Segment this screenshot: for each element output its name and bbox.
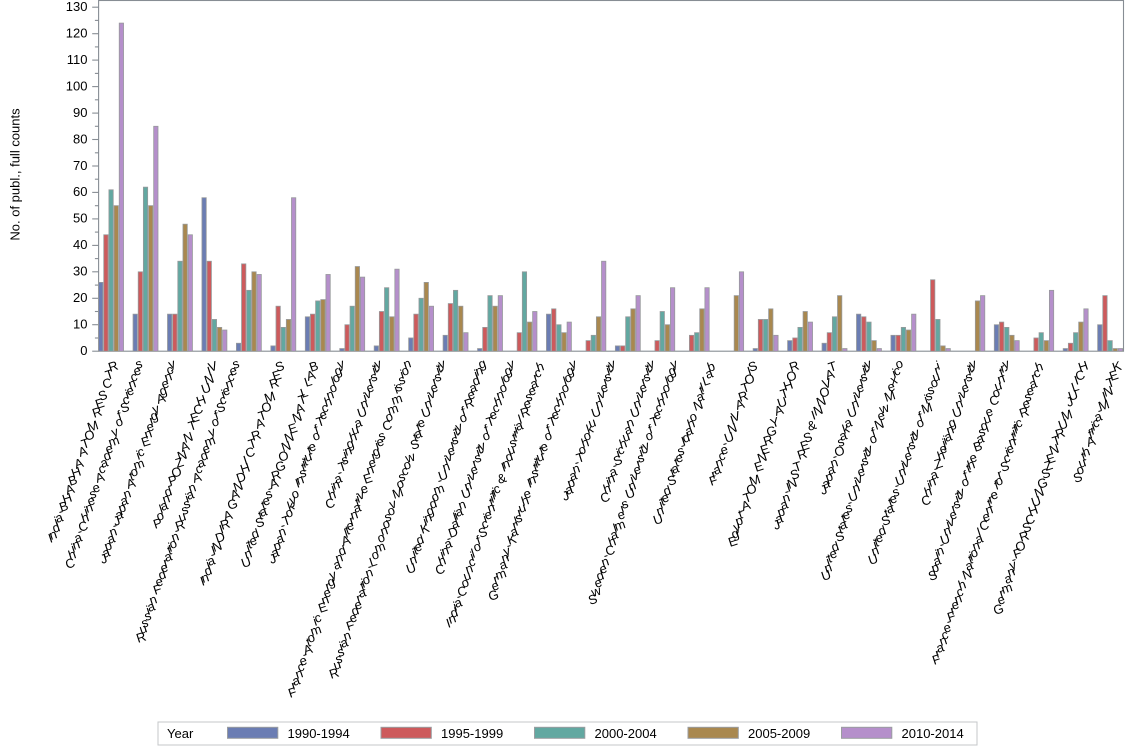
svg-text:50: 50 <box>73 211 87 226</box>
svg-text:No. of publ., full counts: No. of publ., full counts <box>8 108 23 241</box>
svg-text:70: 70 <box>73 158 87 173</box>
svg-text:120: 120 <box>66 26 88 41</box>
svg-text:0: 0 <box>80 343 87 358</box>
svg-text:10: 10 <box>73 317 87 332</box>
svg-text:130: 130 <box>66 0 88 14</box>
svg-text:110: 110 <box>67 52 88 67</box>
svg-text:90: 90 <box>73 105 87 120</box>
svg-text:30: 30 <box>73 264 87 279</box>
svg-text:100: 100 <box>66 78 88 93</box>
svg-text:40: 40 <box>73 237 87 252</box>
svg-text:60: 60 <box>73 184 87 199</box>
svg-text:1995-1999: 1995-1999 <box>441 726 503 741</box>
svg-text:2005-2009: 2005-2009 <box>748 726 810 741</box>
svg-text:Year: Year <box>167 726 194 741</box>
svg-text:20: 20 <box>73 290 87 305</box>
svg-text:1990-1994: 1990-1994 <box>288 726 350 741</box>
svg-text:2000-2004: 2000-2004 <box>595 726 657 741</box>
svg-text:2010-2014: 2010-2014 <box>902 726 964 741</box>
svg-text:80: 80 <box>73 131 87 146</box>
